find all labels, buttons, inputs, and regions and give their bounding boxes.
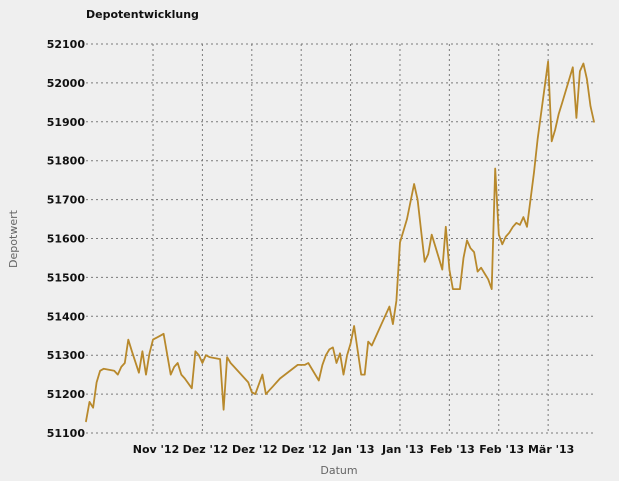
y-tick-label: 51700 xyxy=(47,194,86,207)
y-tick-label: 51300 xyxy=(47,349,86,362)
y-tick-label: 51800 xyxy=(47,155,86,168)
y-tick-label: 51500 xyxy=(47,271,86,284)
x-tick-labels: Nov '12 Dez '12 Dez '12 Dez '12 Jan '13 Jan '… xyxy=(133,443,574,456)
grid-lines xyxy=(86,43,594,434)
y-tick-label: 52000 xyxy=(47,77,86,90)
y-tick-label: 51100 xyxy=(47,427,86,440)
x-tick-label: Jan '13 xyxy=(381,443,424,456)
y-tick-label: 51900 xyxy=(47,116,86,129)
y-tick-label: 51600 xyxy=(47,233,86,246)
y-axis-label: Depotwert xyxy=(7,209,20,268)
x-tick-label: Dez '12 xyxy=(281,443,327,456)
y-tick-labels: 51100 51200 51300 51400 51500 51600 51700 51800… xyxy=(47,38,86,440)
x-tick-label: Jan '13 xyxy=(332,443,375,456)
chart-title: Depotentwicklung xyxy=(86,8,199,21)
y-tick-label: 52100 xyxy=(47,38,86,51)
x-tick-label: Dez '12 xyxy=(183,443,229,456)
x-tick-label: Dez '12 xyxy=(232,443,278,456)
y-tick-label: 51400 xyxy=(47,310,86,323)
x-tick-label: Nov '12 xyxy=(133,443,179,456)
y-tick-label: 51200 xyxy=(47,388,86,401)
x-tick-label: Feb '13 xyxy=(479,443,524,456)
x-axis-label: Datum xyxy=(320,464,357,477)
x-tick-label: Feb '13 xyxy=(430,443,475,456)
x-tick-label: Mär '13 xyxy=(528,443,574,456)
series-layer xyxy=(85,60,595,423)
series-line xyxy=(85,60,595,423)
